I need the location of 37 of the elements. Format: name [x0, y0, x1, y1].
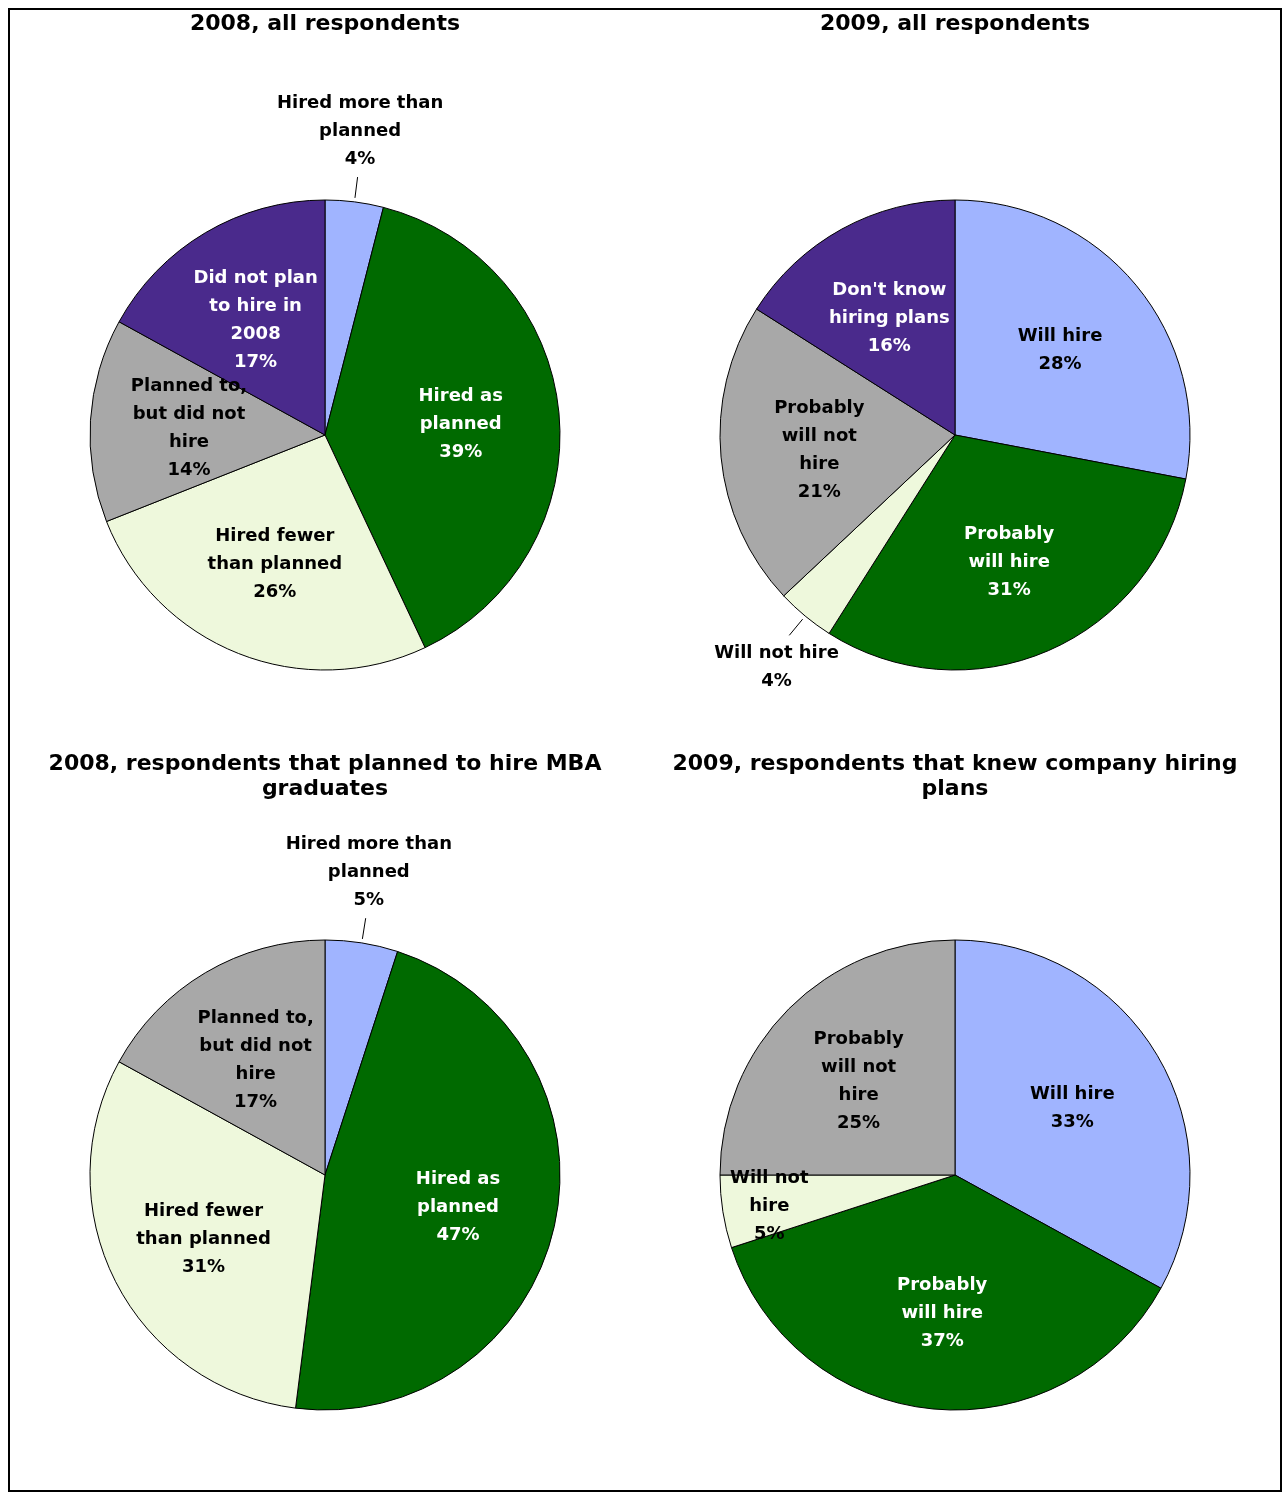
data-label: 25% — [837, 1110, 881, 1132]
slice-label: Hired more than planned — [276, 90, 444, 140]
data-label: 21% — [797, 479, 841, 501]
data-label: 16% — [867, 333, 911, 355]
chart-title: 2008, all respondents — [188, 10, 462, 37]
data-label: 31% — [987, 577, 1031, 599]
slice-label: Hired as planned — [415, 1166, 501, 1216]
slice-label: Don't know hiring plans — [828, 277, 950, 327]
slice-label: Probably will hire — [964, 521, 1055, 571]
data-label: 14% — [167, 457, 211, 479]
data-label: 33% — [1050, 1109, 1094, 1131]
data-label: 5% — [353, 887, 385, 909]
slice-label: Will hire — [1029, 1081, 1115, 1103]
chart-title: 2009, all respondents — [818, 10, 1092, 37]
data-label: 26% — [253, 579, 297, 601]
slice-label: Probably will not hire — [813, 1026, 905, 1104]
data-label: 4% — [761, 668, 792, 690]
slice-label: Hired more than planned — [285, 831, 452, 881]
data-label: 37% — [920, 1328, 964, 1350]
chart-title: 2008, respondents that planned to hire MBA graduates — [47, 750, 603, 802]
data-label: 17% — [234, 349, 278, 371]
data-label: 31% — [182, 1254, 226, 1276]
data-label: 39% — [439, 439, 483, 461]
slice-label: Did not plan to hire in 2008 — [193, 265, 318, 343]
data-label: 28% — [1038, 351, 1082, 373]
data-label: 4% — [344, 146, 376, 168]
slice-label: Hired fewer than planned — [207, 523, 343, 573]
slice-label: Planned to, but did not hire — [197, 1005, 314, 1083]
slice-label: Will hire — [1017, 323, 1103, 345]
data-label: 47% — [436, 1222, 480, 1244]
chart-title: 2009, respondents that knew company hiring plans — [671, 750, 1239, 802]
slice-label: Probably will not hire — [774, 395, 865, 473]
slice-label: Probably will hire — [897, 1272, 988, 1322]
slice-label: Hired fewer than planned — [136, 1198, 271, 1248]
data-label: 17% — [234, 1089, 278, 1111]
slice-label: Will not hire — [714, 640, 839, 662]
slice-label: Hired as planned — [418, 383, 503, 433]
